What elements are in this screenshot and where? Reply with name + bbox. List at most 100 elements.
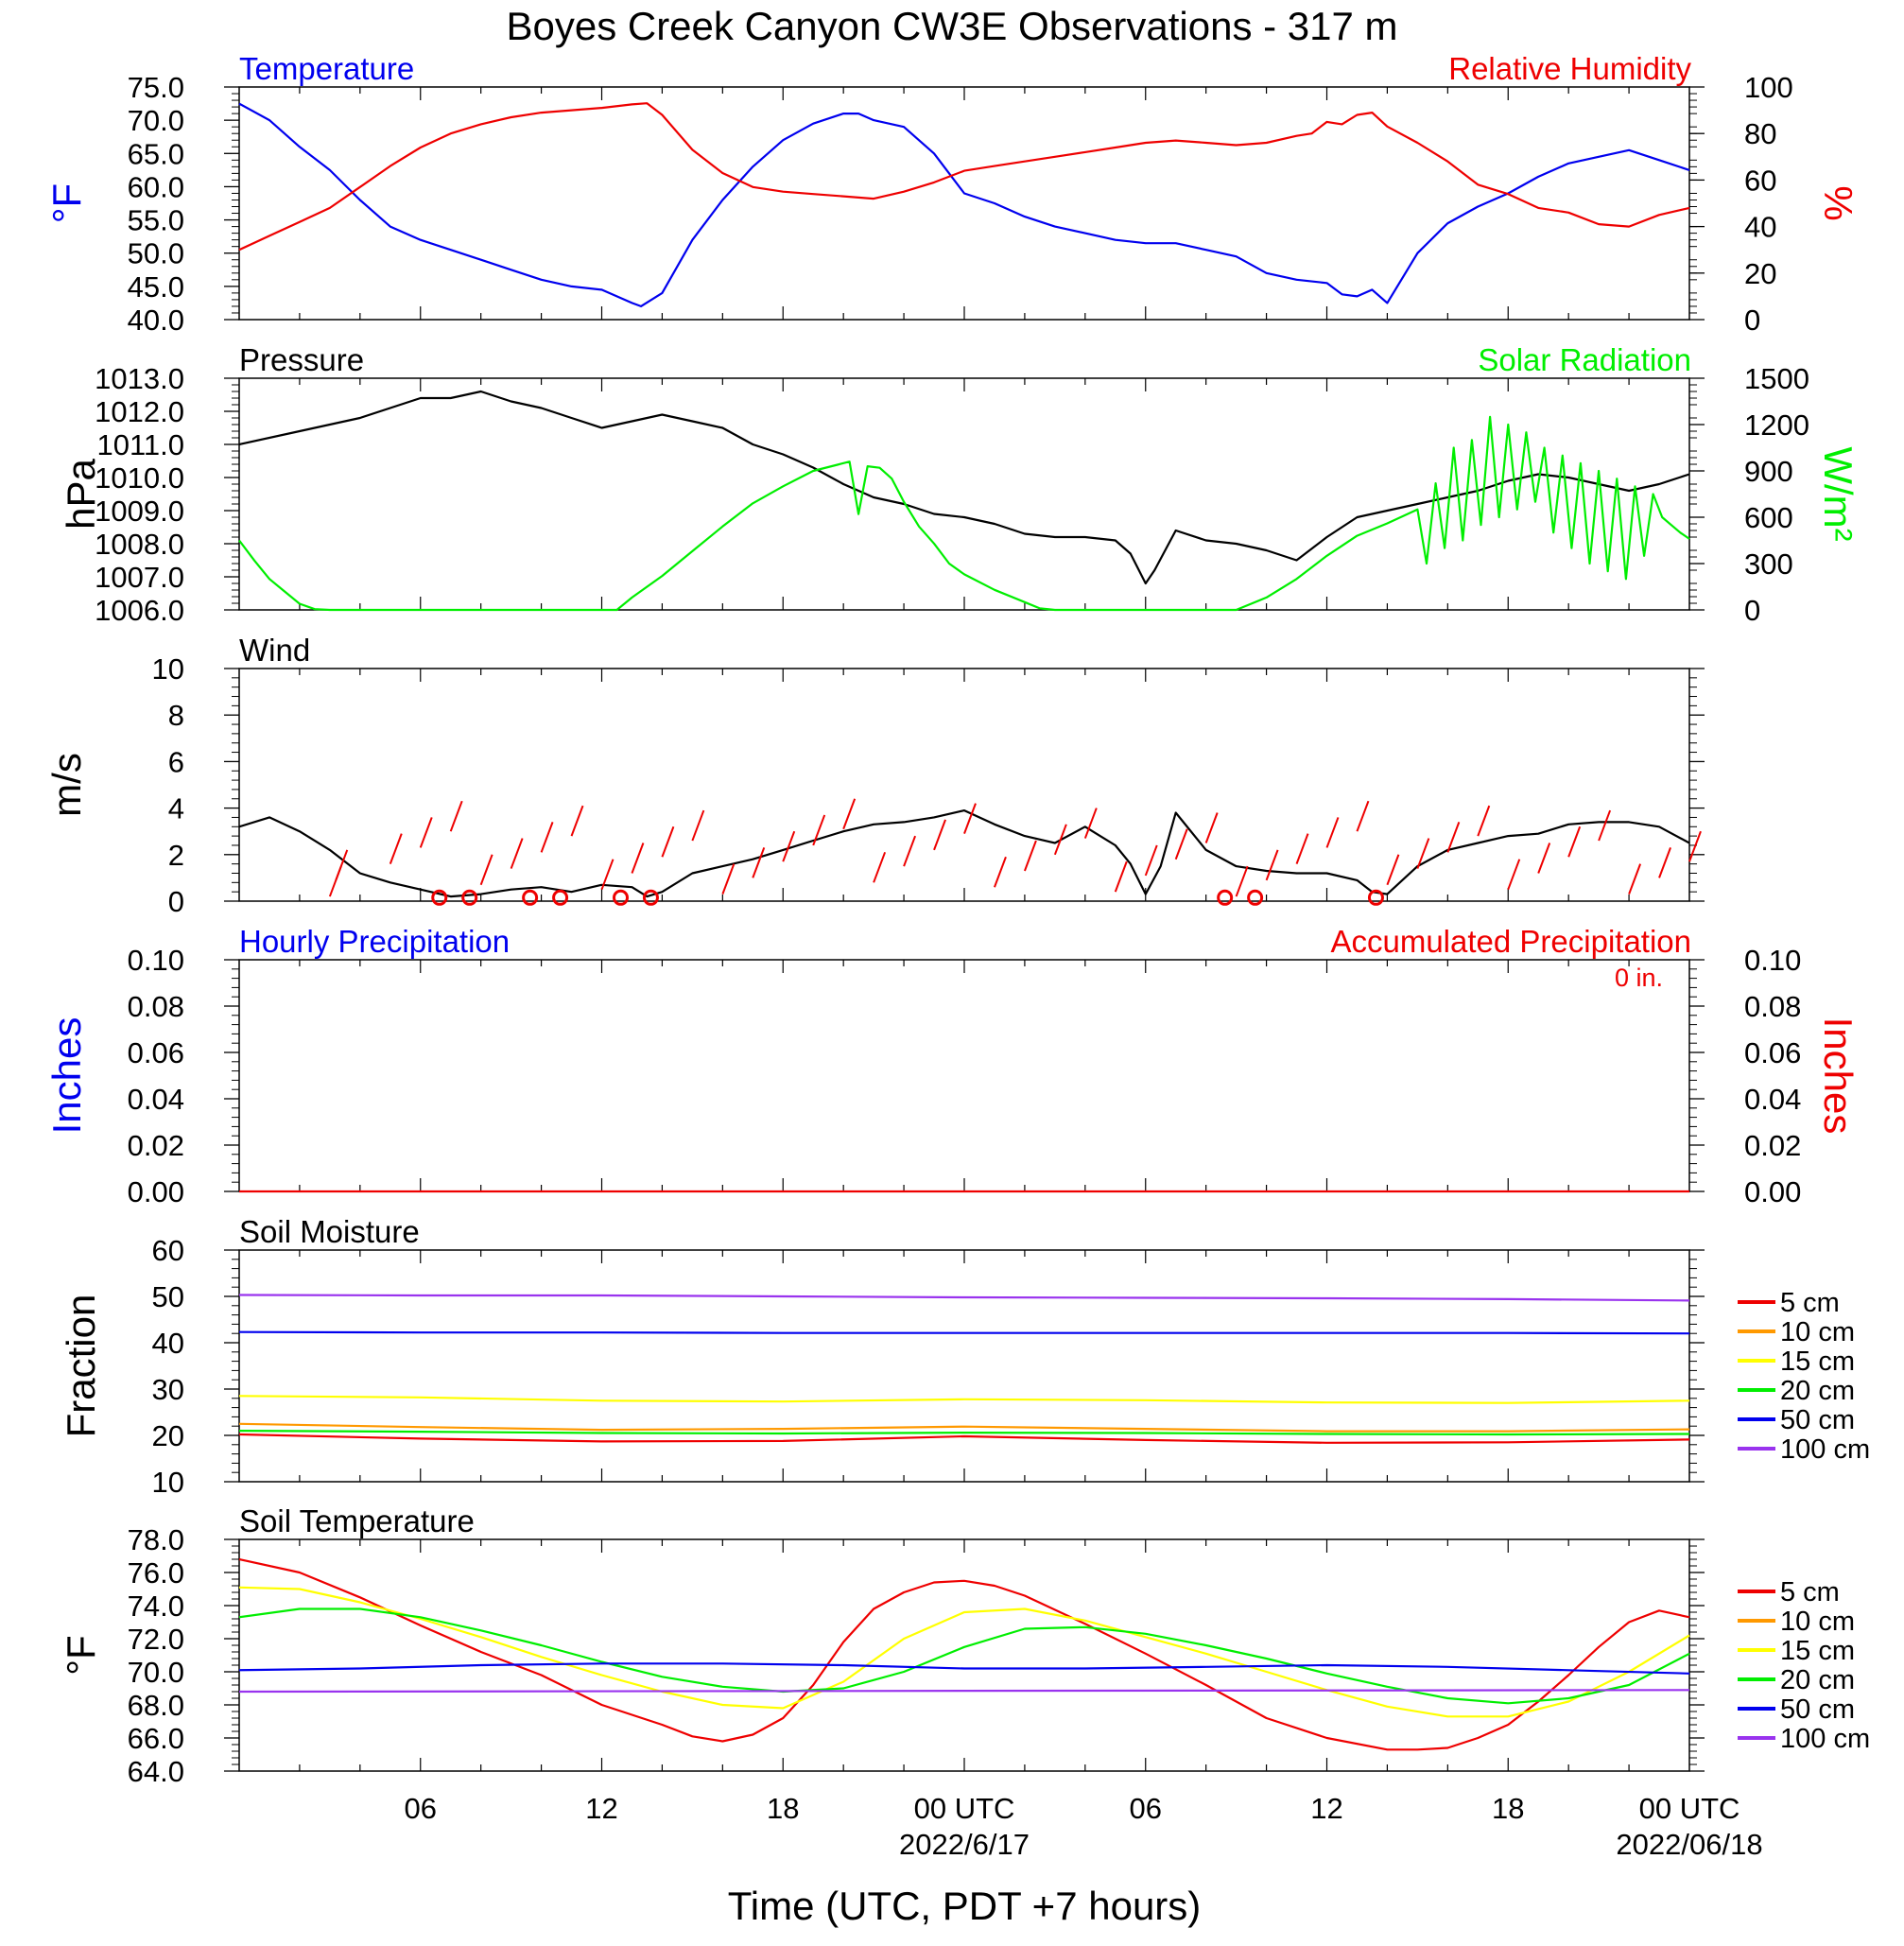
y-axis-label-right: % (1816, 185, 1861, 220)
y-tick-label: 50 (152, 1280, 184, 1313)
wind-barb (1658, 847, 1671, 878)
wind-barb (419, 817, 433, 848)
wind-barb (903, 835, 917, 867)
wind-barb (752, 847, 766, 878)
y-tick-label: 76.0 (128, 1556, 184, 1590)
wind-barb (1688, 830, 1702, 862)
y-tick-label: 1006.0 (95, 594, 184, 627)
panel-left-title: Soil Moisture (239, 1214, 420, 1249)
x-tick-label: 12 (585, 1792, 617, 1825)
y-tick-label: 72.0 (128, 1623, 184, 1656)
wind-barb (1477, 805, 1491, 837)
panel-1: 1006.01007.01008.01009.01010.01011.01012… (59, 342, 1861, 627)
panel-2: 0 2 4 6 8 10 Wind m/s (44, 633, 1705, 918)
y-tick-label: 45.0 (128, 270, 184, 304)
wind-barb (335, 849, 349, 881)
calm-wind-marker (461, 889, 478, 906)
y-right-tick-label: 0.00 (1744, 1175, 1801, 1208)
y-right-tick-label: 1500 (1744, 362, 1809, 395)
y-tick-label: 1013.0 (95, 362, 184, 395)
y-tick-label: 70.0 (128, 1656, 184, 1689)
y-tick-label: 1009.0 (95, 495, 184, 528)
calm-wind-marker (642, 889, 659, 906)
plot-frame (238, 1538, 1690, 1772)
wind-barb (570, 805, 584, 837)
y-tick-label: 40.0 (128, 304, 184, 337)
plot-frame (238, 668, 1690, 902)
y-right-tick-label: 0 (1744, 304, 1760, 337)
wind-barb (873, 851, 887, 883)
legend-label: 10 cm (1780, 1607, 1855, 1637)
y-tick-label: 1010.0 (95, 461, 184, 495)
y-tick-label: 1011.0 (96, 428, 184, 461)
y-tick-label: 0.06 (128, 1036, 184, 1069)
y-tick-label: 65.0 (128, 137, 184, 170)
y-tick-label: 0.10 (128, 944, 184, 977)
y-tick-label: 74.0 (128, 1590, 184, 1623)
y-tick-label: 20 (152, 1419, 184, 1452)
y-tick-label: 0.00 (128, 1175, 184, 1208)
wind-barb (812, 814, 826, 846)
legend-label: 15 cm (1780, 1347, 1855, 1377)
panel-left-title: Hourly Precipitation (239, 924, 510, 959)
wind-barb (994, 856, 1007, 888)
series-line-50-cm (238, 1330, 1690, 1335)
legend-label: 100 cm (1780, 1434, 1870, 1465)
series-line-pressure (238, 390, 1690, 585)
panel-5: 64.066.068.070.072.074.076.078.0 Soil Tem… (59, 1503, 1870, 1788)
series-line-wind (238, 808, 1690, 898)
y-tick-label: 78.0 (128, 1523, 184, 1556)
y-tick-label: 70.0 (128, 104, 184, 137)
series-line-solar-radiation (238, 415, 1690, 612)
wind-barb (540, 821, 554, 853)
y-right-tick-label: 1200 (1744, 408, 1809, 442)
wind-barb (1295, 833, 1309, 864)
series-line-10-cm (238, 1422, 1690, 1433)
series-line-15-cm (238, 1395, 1690, 1404)
panel-left-title: Soil Temperature (239, 1503, 475, 1538)
x-date-label: 2022/6/17 (899, 1828, 1030, 1861)
y-tick-label: 60.0 (128, 170, 184, 203)
panel-left-title: Pressure (239, 342, 364, 377)
x-date-label: 2022/06/18 (1616, 1828, 1762, 1861)
x-tick-label: 00 UTC (1639, 1792, 1740, 1825)
y-tick-label: 1008.0 (95, 528, 184, 561)
wind-barb (691, 809, 705, 842)
y-tick-label: 8 (168, 699, 184, 732)
wind-barb (600, 859, 614, 891)
y-tick-label: 10 (152, 652, 184, 686)
page-title: Boyes Creek Canyon CW3E Observations - 3… (506, 4, 1397, 48)
legend-label: 100 cm (1780, 1724, 1870, 1754)
x-axis-label: Time (UTC, PDT +7 hours) (728, 1884, 1202, 1928)
panel-4: 10 20 30 40 50 60 Soil Moisture Fraction 5 cm10 … (59, 1214, 1870, 1499)
legend-label: 20 cm (1780, 1376, 1855, 1406)
wind-barb (1235, 865, 1249, 897)
y-right-tick-label: 80 (1744, 117, 1776, 150)
calm-wind-marker (613, 889, 629, 906)
calm-wind-marker (522, 889, 539, 906)
y-tick-label: 66.0 (128, 1722, 184, 1755)
wind-barb (1628, 863, 1642, 895)
wind-barb (1356, 800, 1370, 832)
panel-right-subtitle: 0 in. (1615, 964, 1663, 992)
x-tick-label: 00 UTC (914, 1792, 1015, 1825)
legend-label: 50 cm (1780, 1694, 1855, 1725)
plot-frame (238, 86, 1690, 321)
y-tick-label: 10 (152, 1466, 184, 1499)
y-axis-label-left: m/s (44, 753, 89, 817)
y-tick-label: 4 (168, 792, 184, 825)
panel-left-title: Temperature (239, 51, 414, 86)
y-axis-label-left: °F (44, 183, 89, 223)
wind-barb (933, 819, 946, 851)
y-tick-label: 64.0 (128, 1755, 184, 1788)
y-tick-label: 2 (168, 839, 184, 872)
y-tick-label: 68.0 (128, 1689, 184, 1722)
y-right-tick-label: 60 (1744, 164, 1776, 197)
wind-barb (782, 830, 796, 862)
y-tick-label: 60 (152, 1234, 184, 1267)
plot-frame (238, 1249, 1690, 1483)
y-axis-label-left: Fraction (59, 1294, 103, 1438)
y-tick-label: 1012.0 (95, 395, 184, 428)
y-right-tick-label: 0.10 (1744, 944, 1801, 977)
wind-barb (1325, 817, 1340, 848)
